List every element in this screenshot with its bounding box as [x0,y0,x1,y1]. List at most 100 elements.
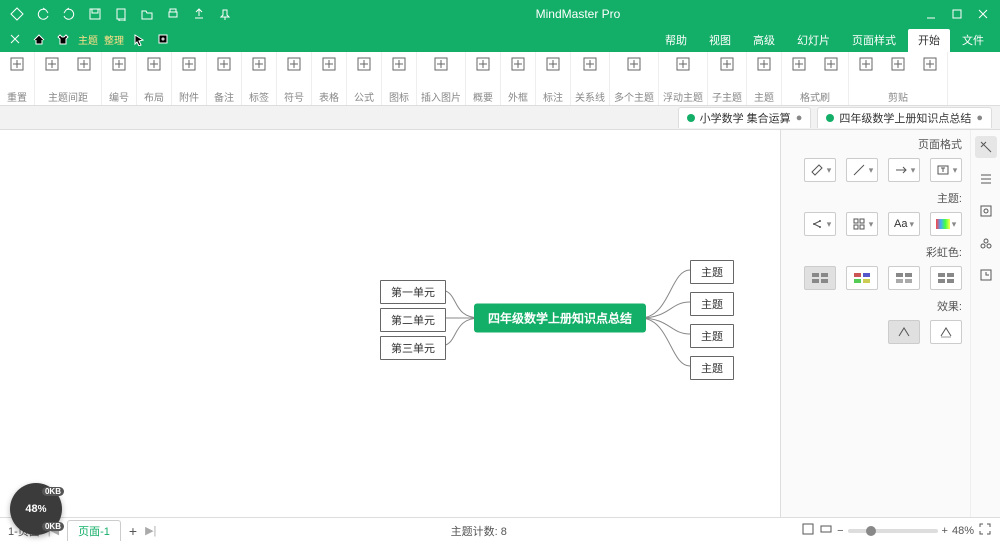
fill-tool[interactable]: ▾ [804,158,836,182]
zoom-in-button[interactable]: + [942,525,948,537]
frame-icon[interactable] [505,55,531,85]
effect-opt-1[interactable] [888,320,920,344]
ribbon-group: 表格 [312,52,347,105]
ribbon-tab[interactable]: 高级 [743,29,785,52]
panel-tab-clipart-icon[interactable] [975,232,997,254]
layout-icon[interactable] [141,55,167,85]
summary-icon[interactable] [470,55,496,85]
icons-icon[interactable] [386,55,412,85]
multi-icon[interactable] [621,55,647,85]
fit-width-icon[interactable] [819,522,833,539]
spacing-h-icon[interactable] [39,55,65,85]
mindmap-node[interactable]: 主题 [690,292,734,316]
mindmap-node[interactable]: 主题 [690,356,734,380]
mindmap-central-topic[interactable]: 四年级数学上册知识点总结 [474,304,646,333]
panel-tab-outline-icon[interactable] [975,168,997,190]
rainbow-opt-1[interactable] [804,266,836,290]
quick-excel-label[interactable]: 整理 [104,32,124,47]
rainbow-opt-3[interactable] [888,266,920,290]
ribbon-tab[interactable]: 幻灯片 [787,29,840,52]
effect-opt-2[interactable] [930,320,962,344]
ribbon-tab[interactable]: 帮助 [655,29,697,52]
quick-theme-label[interactable]: 主题 [78,32,98,47]
brush-icon[interactable] [818,55,844,85]
status-bar: 1-页面 |◀ 页面-1 + ▶| 主题计数: 8 − + 48% [0,517,1000,543]
ribbon-tab[interactable]: 开始 [908,29,950,52]
scissors-icon[interactable] [853,55,879,85]
home-icon[interactable] [30,30,48,48]
document-tab-label: 小学数学 集合运算 [700,110,791,126]
brush-icon[interactable] [786,55,812,85]
panel-tab-history-icon[interactable] [975,264,997,286]
node-icon[interactable] [751,55,777,85]
formula-icon[interactable] [351,55,377,85]
pin-icon[interactable] [216,5,234,23]
table-icon[interactable] [316,55,342,85]
zoom-slider[interactable] [848,529,938,533]
app-logo-icon [8,5,26,23]
mindmap-node[interactable]: 第三单元 [380,336,446,360]
ribbon-tab[interactable]: 页面样式 [842,29,906,52]
spacing-v-icon[interactable] [71,55,97,85]
floating-badge[interactable]: 48% 0KB 0KB [10,483,62,535]
arrow-tool[interactable]: ▾ [888,158,920,182]
ribbon-group: 图标 [382,52,417,105]
export-icon[interactable] [190,5,208,23]
save-icon[interactable] [86,5,104,23]
close-button[interactable] [974,5,992,23]
mindmap-node[interactable]: 第一单元 [380,280,446,304]
ribbon-group: 标签 [242,52,277,105]
mindmap-node[interactable]: 第二单元 [380,308,446,332]
symbol-icon[interactable] [281,55,307,85]
link-icon[interactable] [577,55,603,85]
image-icon[interactable] [428,55,454,85]
ribbon-group: 概要 [466,52,501,105]
ribbon-group: 主题间距 [35,52,102,105]
shirt-icon[interactable] [54,30,72,48]
zoom-out-button[interactable]: − [837,525,843,537]
minimize-button[interactable] [922,5,940,23]
line-tool[interactable]: ▾ [846,158,878,182]
paste-icon[interactable] [917,55,943,85]
reset-icon[interactable] [4,55,30,85]
redo-icon[interactable] [60,5,78,23]
note-icon[interactable] [211,55,237,85]
open-icon[interactable] [138,5,156,23]
expand-icon[interactable] [6,30,24,48]
document-tab[interactable]: 小学数学 集合运算● [678,107,812,128]
ribbon-tab[interactable]: 视图 [699,29,741,52]
document-tab[interactable]: 四年级数学上册知识点总结● [817,107,992,128]
pointer-icon[interactable] [130,30,148,48]
number-icon[interactable] [106,55,132,85]
layout-style-1[interactable]: ▾ [804,212,836,236]
ribbon-group: 编号 [102,52,137,105]
ribbon-group-label: 符号 [284,89,304,104]
callout-icon[interactable] [540,55,566,85]
copy-icon[interactable] [885,55,911,85]
font-style[interactable]: Aa▾ [888,212,920,236]
maximize-button[interactable] [948,5,966,23]
rainbow-opt-4[interactable] [930,266,962,290]
rainbow-opt-2[interactable] [846,266,878,290]
layout-style-2[interactable]: ▾ [846,212,878,236]
undo-icon[interactable] [34,5,52,23]
tag-icon[interactable] [246,55,272,85]
mindmap-node[interactable]: 主题 [690,324,734,348]
subnode-icon[interactable] [714,55,740,85]
print-icon[interactable] [164,5,182,23]
add-page-button[interactable]: + [129,523,137,539]
canvas[interactable]: 四年级数学上册知识点总结第一单元第二单元第三单元主题主题主题主题 [0,130,780,517]
textbox-tool[interactable]: ▾ [930,158,962,182]
ribbon-tab[interactable]: 文件 [952,29,994,52]
panel-tab-format-icon[interactable] [975,136,997,158]
target-icon[interactable] [154,30,172,48]
panel-tab-icons-icon[interactable] [975,200,997,222]
new-icon[interactable] [112,5,130,23]
attach-icon[interactable] [176,55,202,85]
mindmap-node[interactable]: 主题 [690,260,734,284]
color-swatch[interactable]: ▾ [930,212,962,236]
fullscreen-icon[interactable] [978,522,992,539]
fit-page-icon[interactable] [801,522,815,539]
float-icon[interactable] [670,55,696,85]
page-tab[interactable]: 页面-1 [67,520,121,541]
